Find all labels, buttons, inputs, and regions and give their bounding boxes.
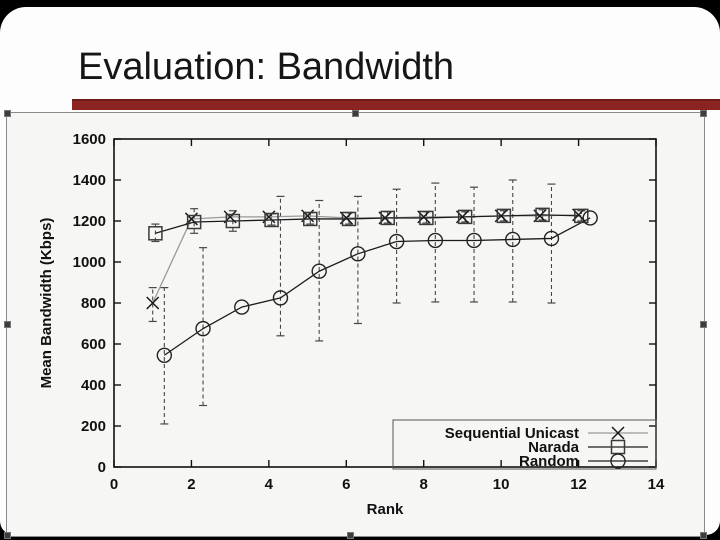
bandwidth-chart: 0 2 4 6 8 10 12 14 Rank 0 200 400 600 800 1000 1200 1400… (38, 131, 665, 518)
series-random (163, 217, 591, 356)
y-tick-label: 1400 (73, 172, 106, 189)
y-axis: 0 200 400 600 800 1000 1200 1400 1600 Mean Bandwi… (38, 131, 656, 476)
y-tick-label: 0 (98, 459, 106, 476)
y-tick-label: 400 (81, 377, 106, 394)
title-accent-rule (72, 99, 720, 110)
x-tick-label: 8 (420, 476, 428, 493)
y-tick-label: 800 (81, 295, 106, 312)
selection-handle-bottom-left[interactable] (4, 532, 11, 539)
x-axis-title: Rank (367, 501, 404, 518)
markers-narada (148, 207, 589, 241)
x-tick-label: 0 (110, 476, 118, 493)
x-tick-label: 10 (493, 476, 510, 493)
y-tick-label: 1200 (73, 213, 106, 230)
y-tick-label: 600 (81, 336, 106, 353)
slide: Evaluation: Bandwidth 0 2 4 6 8 10 12 14 Rank 0 20… (0, 7, 720, 539)
legend-label-narada: Narada (528, 439, 580, 456)
series-sequential-unicast (152, 214, 579, 304)
markers-sequential-unicast (146, 208, 586, 310)
legend-label-random: Random (519, 453, 579, 470)
legend-label-sequential-unicast: Sequential Unicast (445, 425, 579, 442)
y-tick-label: 200 (81, 418, 106, 435)
markers-random (156, 210, 598, 363)
y-axis-title: Mean Bandwidth (Kbps) (38, 218, 55, 389)
error-bars-narada (151, 208, 586, 243)
selection-handle-top-right[interactable] (700, 110, 707, 117)
selection-handle-bottom-right[interactable] (700, 532, 707, 539)
chart-image-panel[interactable]: 0 2 4 6 8 10 12 14 Rank 0 200 400 600 800 1000 1200 1400… (4, 110, 707, 539)
selection-handle-mid-left[interactable] (4, 321, 11, 328)
x-axis: 0 2 4 6 8 10 12 14 Rank (110, 139, 665, 518)
slide-title: Evaluation: Bandwidth (78, 46, 455, 88)
y-tick-label: 1600 (73, 131, 106, 148)
y-tick-label: 1000 (73, 254, 106, 271)
x-tick-label: 14 (648, 476, 665, 493)
x-tick-label: 2 (187, 476, 195, 493)
x-tick-label: 12 (570, 476, 587, 493)
plot-border (113, 138, 657, 468)
x-tick-label: 4 (265, 476, 274, 493)
selection-handle-mid-right[interactable] (700, 321, 707, 328)
selection-handle-top-left[interactable] (4, 110, 11, 117)
selection-handle-top-mid[interactable] (352, 110, 359, 117)
error-bars-sequential-unicast (148, 287, 157, 323)
selection-handle-bottom-mid[interactable] (347, 532, 354, 539)
x-tick-label: 6 (342, 476, 350, 493)
legend-box (392, 419, 657, 470)
